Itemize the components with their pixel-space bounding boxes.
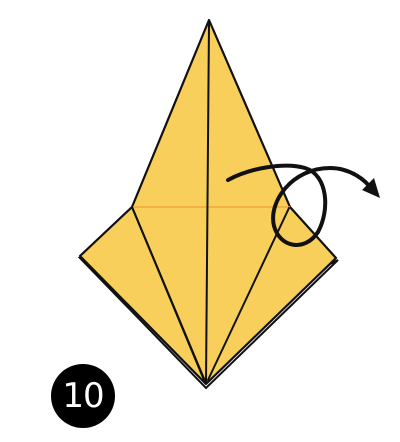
right-inner-fold-line bbox=[207, 207, 290, 381]
step-number: 10 bbox=[62, 376, 104, 416]
step-badge: 10 bbox=[51, 364, 115, 428]
loop-arrow-icon bbox=[226, 163, 374, 247]
arrow-head-icon bbox=[362, 178, 380, 198]
fold-lines bbox=[131, 21, 290, 383]
left-mid-fold-line bbox=[131, 206, 206, 382]
center-fold-line bbox=[205, 21, 210, 383]
